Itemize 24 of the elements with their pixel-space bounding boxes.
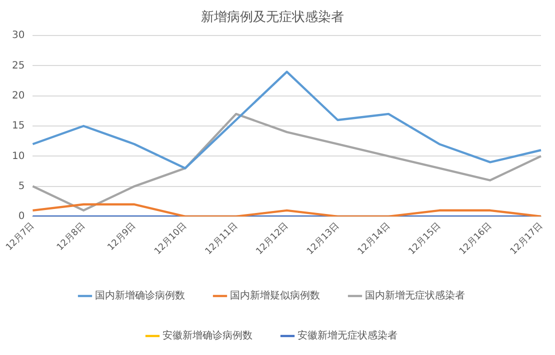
y-tick-label: 20: [12, 90, 25, 102]
legend-label: 国内新增疑似病例数: [230, 290, 320, 302]
legend-label: 国内新增确诊病例数: [95, 290, 185, 302]
legend-label: 国内新增无症状感染者: [365, 290, 465, 302]
x-tick-label: 12月15日: [407, 220, 444, 257]
x-tick-label: 12月9日: [106, 220, 138, 253]
x-tick-label: 12月10日: [152, 220, 189, 257]
legend-label: 安徽新增无症状感染者: [298, 330, 398, 342]
y-tick-label: 10: [12, 150, 25, 162]
x-tick-label: 12月17日: [508, 220, 545, 257]
y-tick-label: 0: [18, 211, 25, 222]
y-tick-label: 15: [12, 120, 25, 132]
x-tick-label: 12月12日: [254, 220, 291, 257]
x-tick-label: 12月7日: [4, 220, 37, 253]
chart-title: 新增病例及无症状感染者: [201, 10, 344, 26]
y-tick-label: 30: [12, 30, 25, 42]
y-tick-label: 5: [18, 180, 25, 192]
x-tick-label: 12月8日: [55, 220, 88, 253]
x-tick-label: 12月16日: [458, 220, 494, 257]
x-tick-label: 12月11日: [204, 220, 240, 257]
x-tick-label: 12月13日: [305, 220, 342, 257]
x-tick-label: 12月14日: [356, 220, 392, 257]
legend-label: 安徽新增确诊病例数: [162, 330, 252, 342]
y-tick-label: 25: [12, 60, 25, 72]
